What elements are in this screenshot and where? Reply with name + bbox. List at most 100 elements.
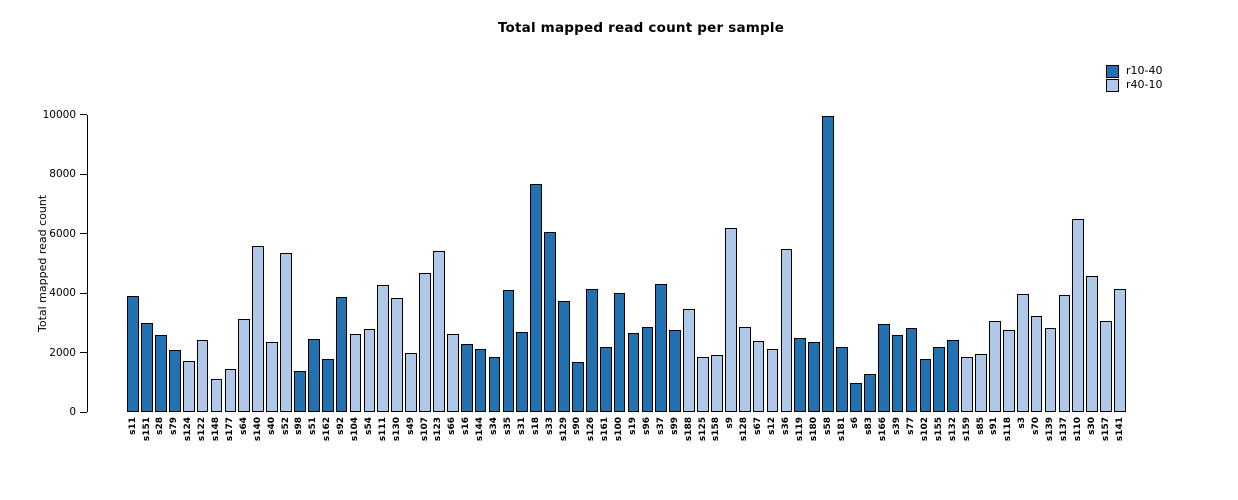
- bar: [711, 354, 723, 412]
- bar: [585, 289, 598, 412]
- x-tick-label: s16: [461, 417, 472, 435]
- bar: [836, 347, 848, 412]
- x-tick-label: s11: [127, 417, 138, 435]
- bar: [530, 184, 543, 412]
- x-tick-label: s40: [266, 417, 277, 435]
- bar: [919, 359, 932, 412]
- x-tick-label: s122: [197, 417, 208, 442]
- bar: [1044, 327, 1057, 412]
- bar: [502, 289, 515, 412]
- x-tick-label: s37: [655, 417, 666, 435]
- x-tick-label: s35: [502, 417, 513, 435]
- bar: [572, 361, 584, 412]
- legend-item-r10-40: r10-40: [1106, 64, 1163, 78]
- legend-label-r40-10: r40-10: [1126, 78, 1163, 91]
- bar: [794, 337, 807, 412]
- bar: [877, 323, 890, 412]
- x-tick-label: s188: [683, 417, 694, 442]
- bar: [627, 333, 640, 412]
- x-tick-label: s98: [294, 417, 305, 435]
- x-tick-label: s181: [836, 417, 847, 442]
- x-tick-label: s79: [169, 417, 180, 435]
- y-tick-label: 2000: [49, 346, 76, 359]
- x-tick-label: s126: [586, 417, 597, 442]
- x-tick-label: s125: [697, 417, 708, 442]
- y-tick-mark: [80, 411, 87, 413]
- legend-item-r40-10: r40-10: [1106, 78, 1163, 92]
- legend: r10-40 r40-10: [1106, 64, 1163, 92]
- x-tick-label: s111: [377, 417, 388, 442]
- bar: [405, 352, 417, 412]
- x-tick-label: s139: [1045, 417, 1055, 442]
- x-tick-label: s67: [753, 417, 764, 435]
- x-tick-label: s180: [808, 417, 819, 442]
- y-tick-label: 4000: [49, 287, 76, 299]
- x-tick-label: s132: [947, 417, 958, 442]
- y-tick-mark: [80, 352, 87, 353]
- bar: [975, 353, 987, 412]
- x-tick-label: s51: [308, 417, 319, 435]
- bar: [655, 284, 668, 412]
- bar: [599, 347, 612, 412]
- bar: [141, 323, 153, 412]
- y-axis-title: Total mapped read count: [36, 194, 49, 332]
- x-tick-label: s144: [475, 417, 486, 442]
- x-tick-label: s129: [558, 417, 569, 442]
- x-tick-label: s107: [419, 417, 430, 442]
- x-tick-label: s49: [405, 417, 416, 435]
- x-tick-label: s128: [739, 417, 750, 442]
- bar: [224, 369, 237, 412]
- x-tick-label: s6: [850, 417, 861, 429]
- bar: [127, 296, 139, 412]
- bar: [724, 228, 737, 412]
- x-tick-label: s159: [961, 417, 972, 442]
- bar: [321, 359, 334, 412]
- x-tick-label: s124: [183, 417, 194, 442]
- x-tick-label: s151: [141, 417, 152, 442]
- bar: [947, 340, 960, 412]
- bar: [544, 232, 556, 412]
- x-tick-label: s158: [711, 417, 722, 442]
- y-tick-label: 8000: [49, 168, 76, 180]
- bar: [558, 300, 570, 412]
- legend-label-r10-40: r10-40: [1126, 64, 1163, 77]
- x-tick-label: s54: [363, 417, 374, 435]
- y-tick-label: 0: [69, 406, 76, 418]
- bar: [182, 360, 195, 412]
- x-tick-label: s140: [252, 417, 263, 442]
- bar: [1058, 295, 1071, 412]
- bar: [697, 356, 709, 412]
- legend-swatch-r40-10: [1106, 78, 1119, 92]
- x-tick-label: s100: [614, 417, 625, 442]
- bar: [891, 334, 904, 412]
- x-tick-label: s119: [794, 417, 805, 442]
- bar: [1030, 315, 1043, 412]
- bar: [752, 341, 765, 412]
- bar: [210, 379, 223, 412]
- x-tick-label: s166: [878, 417, 889, 442]
- bar: [1016, 294, 1029, 412]
- bar: [989, 321, 1001, 412]
- bar: [613, 293, 626, 412]
- legend-swatch-r10-40: [1106, 64, 1119, 78]
- x-tick-label: s30: [1086, 417, 1097, 435]
- bar: [488, 357, 501, 412]
- x-tick-label: s83: [864, 417, 875, 435]
- y-tick-mark: [80, 233, 87, 234]
- x-tick-label: s91: [989, 417, 1000, 435]
- x-tick-label: s9: [725, 417, 736, 429]
- x-tick-label: s18: [530, 417, 541, 435]
- x-tick-label: s70: [1031, 417, 1042, 435]
- bar: [349, 333, 362, 412]
- x-tick-label: s66: [447, 417, 458, 435]
- y-tick-mark: [80, 173, 87, 175]
- x-tick-label: s161: [600, 417, 611, 442]
- x-tick-label: s28: [155, 417, 166, 435]
- bar: [391, 298, 404, 412]
- x-tick-label: s148: [211, 417, 221, 442]
- chart-title: Total mapped read count per sample: [497, 20, 785, 36]
- bar: [863, 374, 876, 412]
- x-tick-label: s77: [906, 417, 916, 435]
- bar: [433, 251, 445, 412]
- bar: [822, 116, 834, 412]
